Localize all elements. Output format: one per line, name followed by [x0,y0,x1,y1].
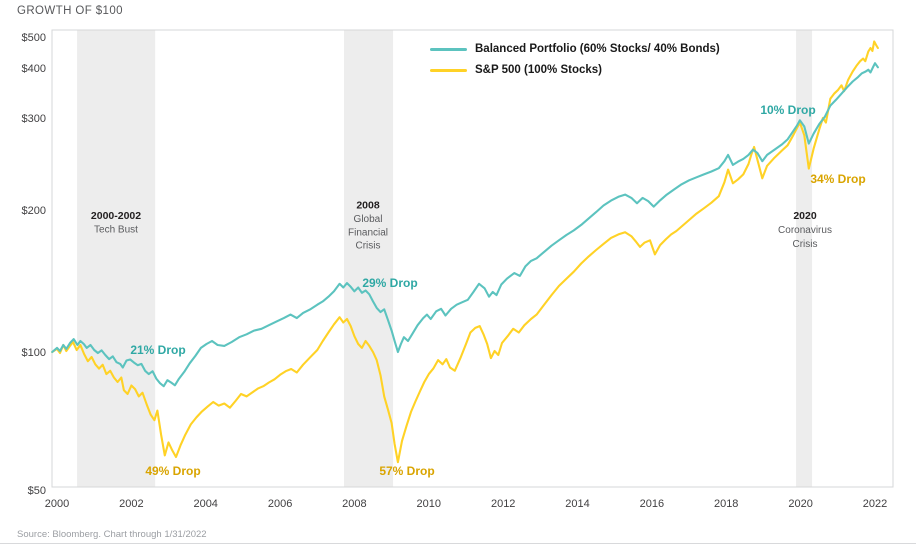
drop-annotation-balanced-4: 10% Drop [760,103,815,117]
legend-label-balanced: Balanced Portfolio (60% Stocks/ 40% Bond… [475,43,720,55]
crisis-label-global-financial-crisis-line-3: Crisis [356,241,381,252]
drop-annotation-sp500-1: 49% Drop [145,464,200,478]
crisis-label-global-financial-crisis-line-1: Global [354,214,383,225]
y-tick-label: $200 [22,205,46,217]
x-tick-label: 2004 [193,498,217,510]
series-line-balanced [51,62,879,388]
legend-label-sp500: S&P 500 (100% Stocks) [475,64,602,76]
plot-border [51,29,894,488]
balanced-line-swatch [430,47,467,51]
x-tick-label: 2022 [863,498,887,510]
y-tick-label: $500 [22,32,46,44]
drop-annotation-sp500-5: 34% Drop [810,172,865,186]
series-line-sp500 [51,40,879,464]
chart-title: GROWTH OF $100 [17,5,123,17]
legend-item-sp500: S&P 500 (100% Stocks) [430,64,720,76]
crisis-label-global-financial-crisis-line-2: Financial [348,228,388,239]
crisis-label-tech-bust-line-1: Tech Bust [94,225,138,236]
drop-annotation-sp500-3: 57% Drop [379,464,434,478]
crisis-label-tech-bust-line-0: 2000-2002 [91,210,141,222]
crisis-band-coronavirus-crisis [796,30,813,487]
x-tick-label: 2002 [119,498,143,510]
x-tick-label: 2010 [417,498,441,510]
crisis-label-global-financial-crisis-line-0: 2008 [356,200,380,212]
bottom-divider [0,543,916,544]
crisis-label-coronavirus-crisis-line-0: 2020 [793,210,817,222]
crisis-band-tech-bust [77,30,156,487]
chart-legend: Balanced Portfolio (60% Stocks/ 40% Bond… [430,43,720,85]
crisis-label-coronavirus-crisis-line-1: Coronavirus [778,225,832,236]
sp500-line-swatch [430,68,467,72]
drop-annotation-balanced-0: 21% Drop [130,343,185,357]
crisis-band-global-financial-crisis [344,30,394,487]
x-tick-label: 2016 [640,498,664,510]
x-tick-label: 2000 [45,498,69,510]
x-tick-label: 2018 [714,498,738,510]
y-tick-label: $300 [22,113,46,125]
y-tick-label: $400 [22,63,46,75]
crisis-label-coronavirus-crisis-line-2: Crisis [793,239,818,250]
x-tick-label: 2020 [788,498,812,510]
drop-annotation-balanced-2: 29% Drop [362,276,417,290]
y-tick-label: $50 [28,485,46,497]
y-tick-label: $100 [22,347,46,359]
legend-item-balanced: Balanced Portfolio (60% Stocks/ 40% Bond… [430,43,720,55]
source-note: Source: Bloomberg. Chart through 1/31/20… [17,529,207,540]
x-tick-label: 2008 [342,498,366,510]
x-tick-label: 2006 [268,498,292,510]
x-tick-label: 2014 [565,498,589,510]
x-tick-label: 2012 [491,498,515,510]
